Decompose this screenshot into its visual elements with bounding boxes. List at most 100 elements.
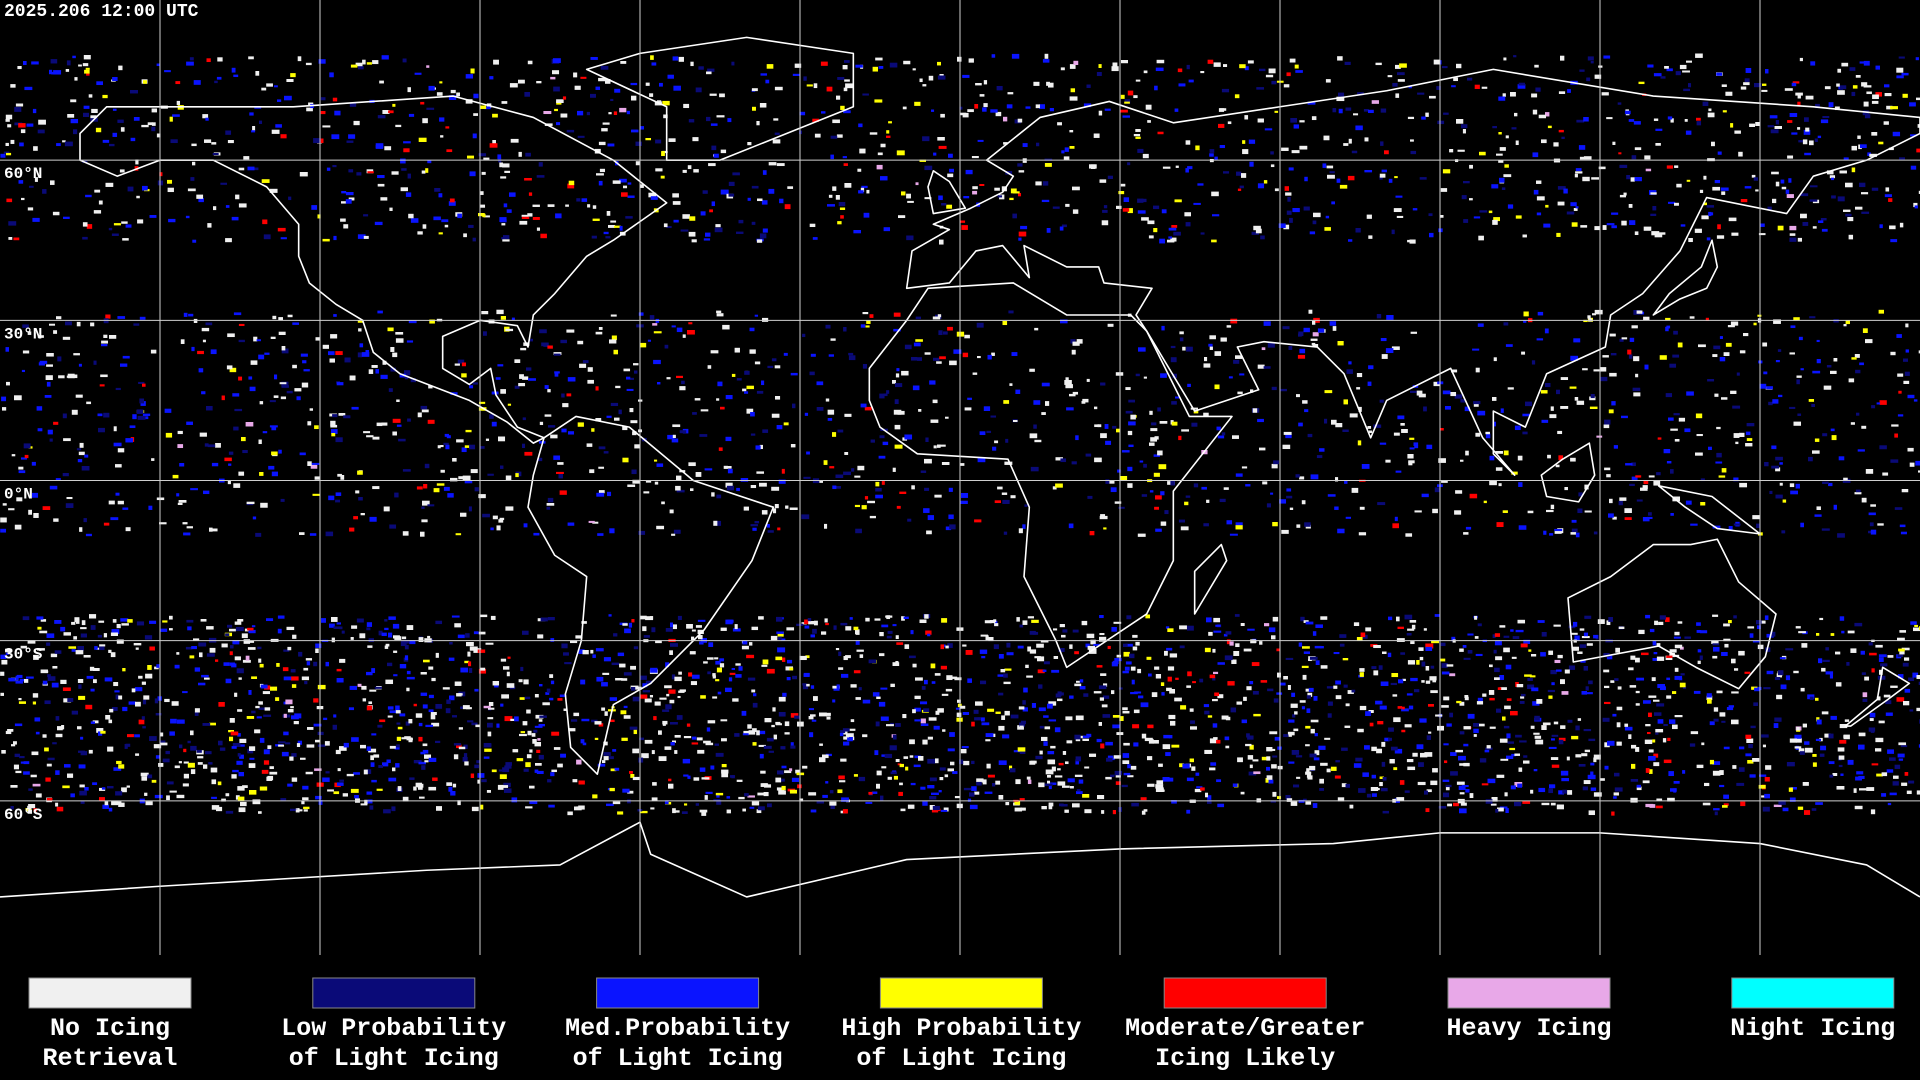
icing-pixel (377, 115, 386, 119)
icing-pixel (1010, 188, 1017, 194)
icing-pixel (554, 372, 559, 377)
icing-pixel (1443, 792, 1450, 798)
icing-pixel (1485, 433, 1491, 439)
icing-pixel (1789, 483, 1795, 488)
icing-pixel (799, 798, 804, 802)
icing-pixel (351, 406, 359, 410)
icing-pixel (1878, 654, 1887, 658)
icing-pixel (645, 138, 652, 141)
icing-pixel (522, 417, 526, 421)
icing-pixel (832, 699, 836, 703)
icing-pixel (534, 742, 542, 747)
icing-pixel (429, 319, 435, 324)
icing-pixel (1426, 735, 1431, 740)
icing-pixel (1520, 696, 1525, 699)
icing-pixel (695, 87, 702, 93)
icing-pixel (773, 734, 778, 740)
icing-pixel (1155, 674, 1162, 679)
icing-pixel (1474, 84, 1480, 89)
icing-pixel (862, 312, 869, 315)
icing-pixel (112, 108, 117, 111)
icing-pixel (987, 354, 992, 360)
icing-pixel (1640, 487, 1648, 491)
icing-pixel (1373, 670, 1379, 676)
icing-pixel (271, 425, 277, 431)
icing-pixel (698, 66, 704, 70)
icing-pixel (1297, 354, 1306, 359)
icing-pixel (1087, 645, 1096, 650)
icing-pixel (339, 779, 344, 782)
icing-pixel (238, 339, 245, 343)
icing-pixel (1072, 341, 1080, 346)
icing-pixel (5, 114, 13, 120)
icing-pixel (190, 488, 198, 491)
icing-pixel (693, 169, 699, 173)
icing-pixel (62, 413, 67, 419)
icing-pixel (1909, 462, 1915, 467)
icing-pixel (1455, 749, 1464, 753)
icing-pixel (1049, 108, 1054, 112)
icing-pixel (714, 743, 720, 746)
icing-pixel (401, 168, 407, 171)
icing-pixel (1397, 72, 1405, 76)
icing-pixel (343, 415, 351, 419)
icing-pixel (1614, 787, 1623, 792)
icing-pixel (1111, 627, 1117, 632)
icing-pixel (395, 705, 400, 711)
icing-pixel (1854, 805, 1863, 810)
icing-pixel (1247, 628, 1255, 631)
icing-pixel (1531, 93, 1538, 98)
icing-pixel (1862, 692, 1868, 698)
icing-pixel (332, 414, 338, 418)
icing-pixel (388, 110, 394, 114)
icing-pixel (80, 751, 88, 756)
icing-pixel (887, 776, 892, 780)
icing-pixel (1626, 175, 1630, 180)
icing-pixel (1067, 778, 1075, 783)
icing-pixel (235, 795, 240, 800)
icing-pixel (631, 95, 637, 101)
icing-pixel (1124, 666, 1130, 671)
icing-pixel (1171, 225, 1178, 228)
icing-pixel (389, 745, 396, 749)
icing-pixel (692, 412, 697, 415)
icing-pixel (1379, 442, 1387, 445)
icing-pixel (752, 527, 757, 531)
icing-pixel (33, 146, 38, 151)
icing-pixel (1010, 495, 1016, 499)
icing-pixel (478, 668, 487, 674)
icing-pixel (1353, 763, 1362, 768)
icing-pixel (382, 110, 390, 114)
icing-pixel (1272, 616, 1279, 622)
icing-pixel (407, 87, 411, 93)
icing-pixel (1557, 430, 1563, 435)
icing-pixel (1093, 133, 1100, 138)
icing-pixel (762, 170, 767, 175)
icing-pixel (1035, 755, 1043, 760)
icing-pixel (1117, 469, 1121, 473)
icing-pixel (410, 378, 417, 383)
icing-pixel (1264, 128, 1273, 131)
icing-pixel (156, 63, 160, 67)
icing-pixel (281, 385, 289, 388)
icing-pixel (1101, 810, 1105, 814)
icing-pixel (904, 344, 912, 350)
icing-pixel (108, 649, 112, 653)
icing-pixel (406, 625, 414, 631)
icing-pixel (267, 745, 272, 750)
icing-pixel (626, 110, 630, 115)
icing-pixel (1175, 677, 1179, 680)
icing-pixel (933, 725, 940, 730)
icing-pixel (1757, 314, 1762, 317)
icing-pixel (225, 205, 230, 208)
icing-pixel (780, 638, 786, 641)
icing-pixel (248, 629, 256, 634)
icing-pixel (924, 458, 932, 464)
icing-pixel (170, 139, 178, 144)
icing-pixel (653, 359, 661, 365)
icing-pixel (1667, 737, 1671, 742)
icing-pixel (819, 757, 826, 763)
icing-pixel (526, 709, 531, 714)
icing-pixel (1843, 209, 1851, 212)
icing-pixel (991, 352, 995, 356)
